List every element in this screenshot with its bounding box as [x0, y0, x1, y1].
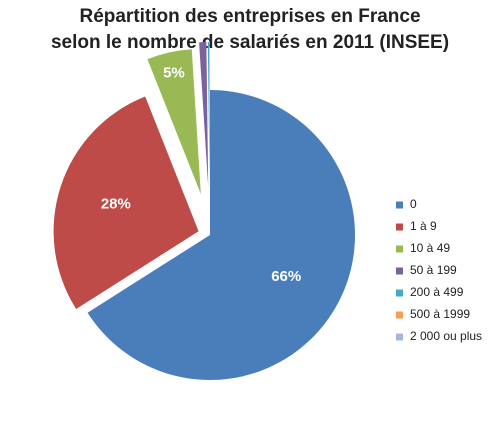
data-label: 28%: [101, 195, 131, 212]
pie-slice: [53, 96, 199, 309]
pie-slice: [207, 42, 210, 188]
legend-label: 1 à 9: [410, 219, 437, 233]
legend-label: 50 à 199: [410, 263, 457, 277]
legend-swatch: [396, 311, 403, 319]
chart-title: Répartition des entreprises en France: [79, 6, 420, 27]
legend-label: 200 à 499: [410, 285, 464, 299]
legend-swatch: [396, 223, 403, 231]
legend-swatch: [396, 333, 403, 341]
legend-swatch: [396, 267, 403, 275]
legend-swatch: [396, 245, 403, 253]
pie-slice: [87, 90, 355, 380]
legend-label: 500 à 1999: [410, 307, 470, 321]
legend-label: 2 000 ou plus: [410, 329, 482, 343]
legend-label: 10 à 49: [410, 241, 450, 255]
data-label: 5%: [163, 65, 185, 82]
legend-label: 0: [410, 197, 417, 211]
legend-swatch: [396, 201, 403, 209]
pie-slice: [147, 49, 201, 195]
data-label: 66%: [271, 268, 301, 285]
pie-slice: [199, 42, 209, 188]
legend-swatch: [396, 289, 403, 297]
chart-title: selon le nombre de salariés en 2011 (INS…: [51, 32, 449, 53]
